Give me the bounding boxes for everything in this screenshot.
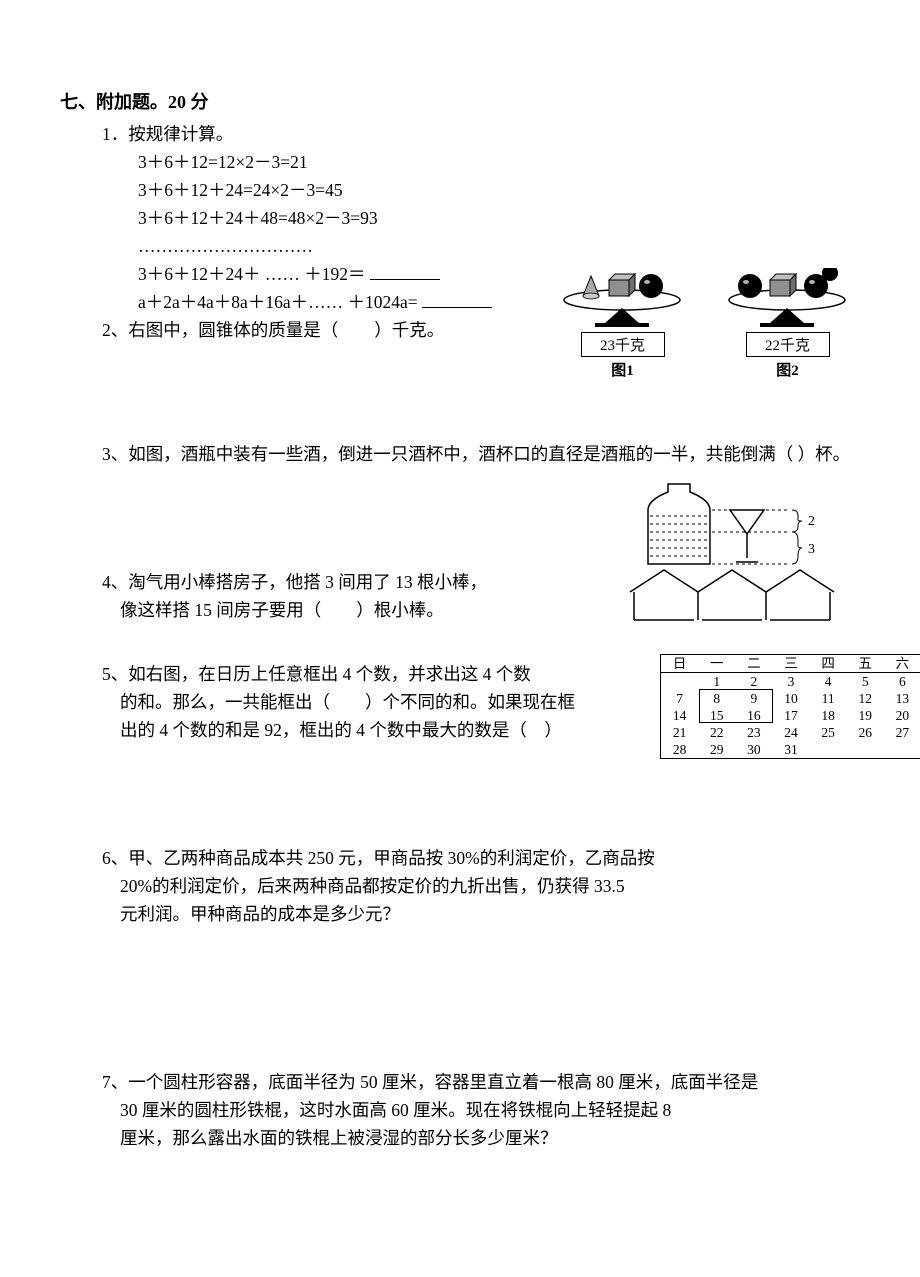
q3-text: 3、如图，酒瓶中装有一些酒，倒进一只酒杯中，酒杯口的直径是酒瓶的一半，共能倒满（… (102, 440, 872, 468)
calendar-cell: 8 (698, 690, 735, 707)
q4-figure (620, 564, 920, 629)
q6-line3: 元利润。甲种商品的成本是多少元？ (120, 900, 860, 928)
scale1-icon (555, 268, 690, 328)
q7-line3: 厘米，那么露出水面的铁棍上被浸湿的部分长多少厘米？ (120, 1124, 860, 1152)
q3-brace-bottom: 3 (808, 542, 815, 557)
scale-fig2: 22千克 图2 (720, 268, 855, 380)
calendar-cell: 30 (735, 741, 772, 759)
q4-line1: 4、淘气用小棒搭房子，他搭 3 间用了 13 根小棒， (102, 568, 592, 596)
scale2-caption: 图2 (720, 359, 855, 380)
q6-line2: 20%的利润定价，后来两种商品都按定价的九折出售，仍获得 33.5 (120, 872, 860, 900)
calendar-cell: 3 (772, 673, 809, 691)
q1-line3: 3＋6＋12＋24＋48=48×2－3=93 (138, 204, 860, 232)
scale2-label: 22千克 (746, 332, 830, 357)
q1-dots: ………………………… (138, 232, 860, 260)
q1-stem: 1．按规律计算。 (102, 120, 860, 148)
calendar-cell: 29 (698, 741, 735, 759)
calendar-cell: 10 (772, 690, 809, 707)
calendar-cell: 26 (847, 724, 884, 741)
calendar-cell (884, 741, 920, 759)
calendar-header: 六 (884, 655, 920, 673)
calendar-cell: 5 (847, 673, 884, 691)
calendar-header: 一 (698, 655, 735, 673)
q1-blank1[interactable] (370, 265, 440, 280)
q6-line1: 6、甲、乙两种商品成本共 250 元，甲商品按 30%的利润定价，乙商品按 (102, 844, 862, 872)
calendar-cell: 28 (661, 741, 699, 759)
q5-line1: 5、如右图，在日历上任意框出 4 个数，并求出这 4 个数 (102, 660, 592, 688)
q1-line2: 3＋6＋12＋24=24×2－3=45 (138, 176, 860, 204)
calendar-cell: 15 (698, 707, 735, 724)
calendar-cell: 24 (772, 724, 809, 741)
section-title: 七、附加题。20 分 (60, 88, 860, 114)
q7-line1: 7、一个圆柱形容器，底面半径为 50 厘米，容器里直立着一根高 80 厘米，底面… (102, 1068, 892, 1096)
q1-blank2[interactable] (422, 293, 492, 308)
bottle-cup-icon: 2 3 (630, 474, 840, 574)
calendar-cell: 4 (810, 673, 847, 691)
calendar-cell: 31 (772, 741, 809, 759)
q2-figure-area: 23千克 图1 22千克 图2 (555, 268, 865, 398)
calendar-table: 日一二三四五六123456789101112131415161718192021… (660, 654, 920, 759)
scale-fig1: 23千克 图1 (555, 268, 690, 380)
q5-line3: 出的 4 个数的和是 92，框出的 4 个数中最大的数是（ ） (120, 716, 610, 744)
q1-line1: 3＋6＋12=12×2－3=21 (138, 148, 860, 176)
calendar-cell: 1 (698, 673, 735, 691)
houses-icon (620, 564, 860, 624)
calendar-cell: 12 (847, 690, 884, 707)
calendar-cell: 6 (884, 673, 920, 691)
calendar-cell: 13 (884, 690, 920, 707)
calendar-header: 二 (735, 655, 772, 673)
q1-line5-text: 3＋6＋12＋24＋ …… ＋192＝ (138, 264, 366, 284)
calendar-cell (661, 673, 699, 691)
q5-line2: 的和。那么，一共能框出（ ）个不同的和。如果现在框 (120, 688, 610, 716)
q2-stem-b: ）千克。 (374, 320, 444, 340)
calendar-cell: 22 (698, 724, 735, 741)
calendar-cell: 7 (661, 690, 699, 707)
calendar-header: 五 (847, 655, 884, 673)
calendar-cell: 19 (847, 707, 884, 724)
q5-wrap: 5、如右图，在日历上任意框出 4 个数，并求出这 4 个数 的和。那么，一共能框… (60, 660, 860, 744)
calendar-cell: 25 (810, 724, 847, 741)
page: 七、附加题。20 分 1．按规律计算。 3＋6＋12=12×2－3=21 3＋6… (0, 0, 920, 1192)
calendar-cell: 20 (884, 707, 920, 724)
calendar-header: 四 (810, 655, 847, 673)
q3-wrap: 3、如图，酒瓶中装有一些酒，倒进一只酒杯中，酒杯口的直径是酒瓶的一半，共能倒满（… (60, 440, 860, 568)
calendar-cell (847, 741, 884, 759)
calendar-cell: 14 (661, 707, 699, 724)
calendar-cell: 17 (772, 707, 809, 724)
calendar-cell: 9 (735, 690, 772, 707)
calendar-cell: 2 (735, 673, 772, 691)
calendar-cell: 11 (810, 690, 847, 707)
scale1-caption: 图1 (555, 359, 690, 380)
q5-calendar: 日一二三四五六123456789101112131415161718192021… (660, 654, 920, 759)
calendar-header: 三 (772, 655, 809, 673)
q4-wrap: 4、淘气用小棒搭房子，他搭 3 间用了 13 根小棒， 像这样搭 15 间房子要… (60, 568, 860, 624)
calendar-cell: 18 (810, 707, 847, 724)
calendar-cell: 21 (661, 724, 699, 741)
q7-line2: 30 厘米的圆柱形铁棍，这时水面高 60 厘米。现在将铁棍向上轻轻提起 8 (120, 1096, 860, 1124)
scale2-icon (720, 268, 855, 328)
q3-brace-top: 2 (808, 514, 815, 529)
calendar-cell: 27 (884, 724, 920, 741)
scale1-label: 23千克 (581, 332, 665, 357)
calendar-cell (810, 741, 847, 759)
calendar-cell: 23 (735, 724, 772, 741)
calendar-header: 日 (661, 655, 699, 673)
calendar-cell: 16 (735, 707, 772, 724)
q2-stem-a: 2、右图中，圆锥体的质量是（ (102, 320, 338, 340)
q1-line6-text: a＋2a＋4a＋8a＋16a＋…… ＋1024a= (138, 292, 418, 312)
